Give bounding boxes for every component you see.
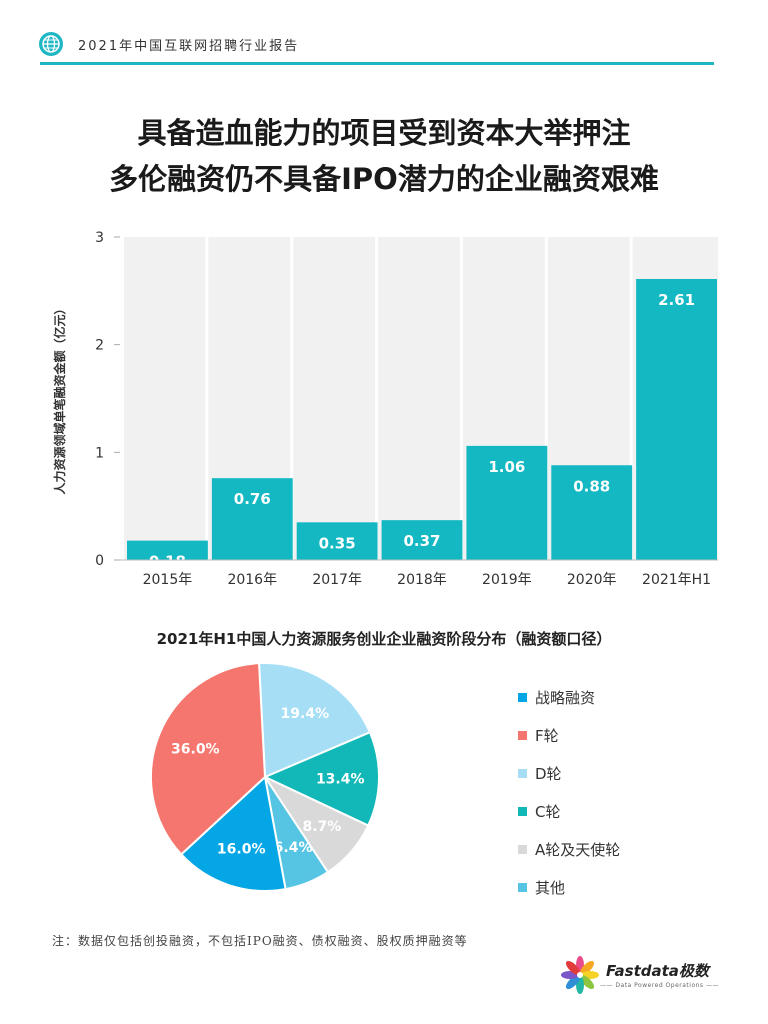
x-tick-label: 2021年H1: [642, 572, 711, 588]
pie-chart: 19.4% 13.4% 8.7% 6.4% 16.0% 36.0%: [150, 662, 380, 892]
pie-slice-label: 16.0%: [217, 841, 266, 857]
page-title-line-2: 多伦融资仍不具备IPO潜力的企业融资艰难: [109, 162, 659, 196]
legend-label: F轮: [535, 726, 559, 745]
pie-slice-label: 8.7%: [302, 819, 341, 835]
x-tick-label: 2017年: [312, 572, 362, 588]
legend-label: C轮: [535, 802, 561, 821]
x-tick-label: 2016年: [227, 572, 277, 588]
bar-data-label: 1.06: [488, 458, 525, 476]
pie-slice: [179, 775, 287, 892]
bar: [551, 465, 633, 560]
bar-data-label: 0.37: [403, 532, 440, 550]
legend-item: 战略融资: [518, 678, 620, 716]
page-title-line-1: 具备造血能力的项目受到资本大举押注: [137, 116, 631, 150]
y-axis-label: 人力资源领域单笔融资金额（亿元）: [52, 302, 67, 494]
x-tick-label: 2015年: [143, 572, 193, 588]
legend-swatch: [518, 768, 527, 778]
legend-label: D轮: [535, 764, 562, 783]
bar: [211, 478, 293, 560]
bar: [296, 522, 378, 560]
legend-item: D轮: [518, 754, 620, 792]
fastdata-logo: Fastdata极数 —— Data Powered Operations ——: [560, 954, 720, 998]
legend-item: 其他: [518, 868, 620, 906]
logo-tagline: —— Data Powered Operations ——: [600, 982, 719, 989]
legend-label: 战略融资: [535, 688, 596, 707]
pie-legend: 战略融资 F轮 D轮 C轮 A轮及天使轮 其他: [518, 678, 620, 906]
bar-data-label: 0.76: [234, 490, 271, 508]
bar-data-label: 0.35: [319, 534, 356, 552]
page-title: 具备造血能力的项目受到资本大举押注 多伦融资仍不具备IPO潜力的企业融资艰难: [0, 110, 768, 202]
y-tick-label: 2: [95, 338, 104, 354]
legend-swatch: [518, 730, 527, 740]
bar: [636, 278, 717, 560]
report-title: 2021年中国互联网招聘行业报告: [78, 39, 300, 54]
pie-chart-title: 2021年H1中国人力资源服务创业企业融资阶段分布（融资额口径）: [156, 630, 612, 648]
x-tick-label: 2018年: [397, 572, 447, 588]
legend-item: F轮: [518, 716, 620, 754]
y-tick-label: 3: [95, 230, 104, 246]
bar-data-label: 0.18: [149, 553, 186, 571]
x-tick-label: 2019年: [482, 572, 532, 588]
pie-slice-label: 36.0%: [171, 742, 220, 758]
x-tick-label: 2020年: [567, 572, 617, 588]
pie-slice-label: 19.4%: [281, 706, 330, 722]
legend-label: 其他: [535, 878, 566, 897]
bar: [466, 445, 548, 560]
pie-slice-label: 13.4%: [316, 771, 365, 787]
bar: [381, 520, 463, 560]
pie-slice: [150, 662, 267, 856]
footnote: 注：数据仅包括创投融资，不包括IPO融资、债权融资、股权质押融资等: [52, 934, 468, 948]
legend-swatch: [518, 844, 527, 854]
legend-item: C轮: [518, 792, 620, 830]
flower-logo-icon: [561, 956, 599, 994]
legend-label: A轮及天使轮: [535, 840, 621, 859]
header-divider: [40, 62, 714, 65]
y-tick-label: 0: [95, 553, 104, 569]
legend-swatch: [518, 692, 527, 702]
pie-slice: [257, 662, 372, 779]
legend-item: A轮及天使轮: [518, 830, 620, 868]
pie-slice: [262, 730, 380, 827]
logo-brand: Fastdata极数: [606, 962, 709, 980]
bar: [127, 540, 208, 560]
bar-data-label: 0.88: [573, 477, 610, 495]
report-header: 2021年中国互联网招聘行业报告: [38, 26, 718, 66]
legend-swatch: [518, 882, 527, 892]
globe-icon: [39, 32, 63, 56]
y-tick-label: 1: [95, 445, 104, 461]
bar-data-label: 2.61: [658, 291, 695, 309]
legend-swatch: [518, 806, 527, 816]
pie-slice-label: 6.4%: [274, 840, 313, 856]
